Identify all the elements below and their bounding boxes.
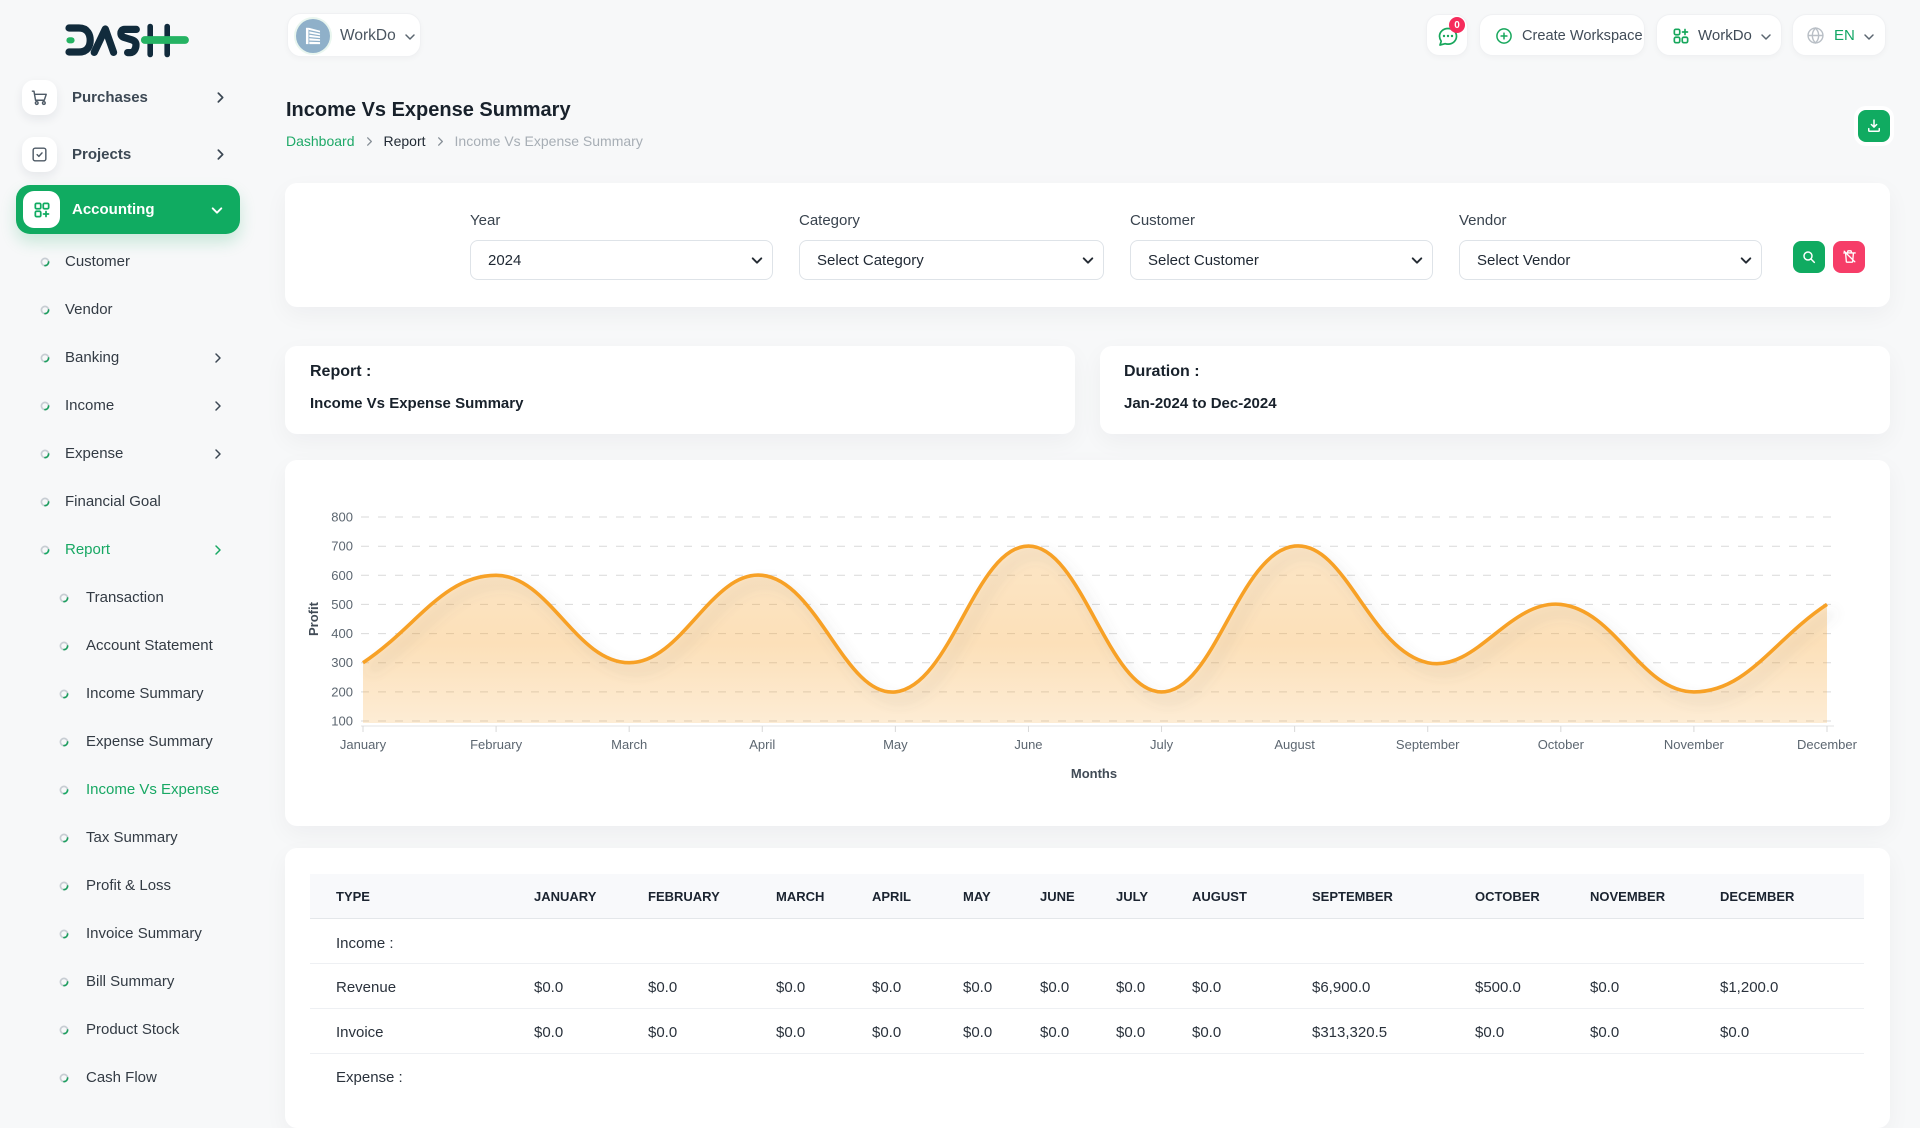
svg-text:July: July — [1150, 737, 1174, 752]
svg-text:June: June — [1014, 737, 1042, 752]
svg-text:December: December — [1797, 737, 1858, 752]
svg-text:November: November — [1664, 737, 1725, 752]
svg-text:700: 700 — [331, 539, 353, 554]
svg-text:400: 400 — [331, 626, 353, 641]
svg-text:September: September — [1396, 737, 1460, 752]
svg-text:600: 600 — [331, 568, 353, 583]
svg-text:Months: Months — [1071, 766, 1117, 781]
svg-text:April: April — [749, 737, 775, 752]
svg-text:Profit: Profit — [306, 601, 321, 636]
svg-text:October: October — [1538, 737, 1585, 752]
svg-text:May: May — [883, 737, 908, 752]
svg-text:August: August — [1274, 737, 1315, 752]
svg-text:January: January — [340, 737, 387, 752]
svg-text:200: 200 — [331, 684, 353, 699]
svg-text:500: 500 — [331, 597, 353, 612]
svg-text:March: March — [611, 737, 647, 752]
svg-text:800: 800 — [331, 510, 353, 525]
svg-text:100: 100 — [331, 714, 353, 729]
svg-text:February: February — [470, 737, 523, 752]
svg-text:300: 300 — [331, 655, 353, 670]
